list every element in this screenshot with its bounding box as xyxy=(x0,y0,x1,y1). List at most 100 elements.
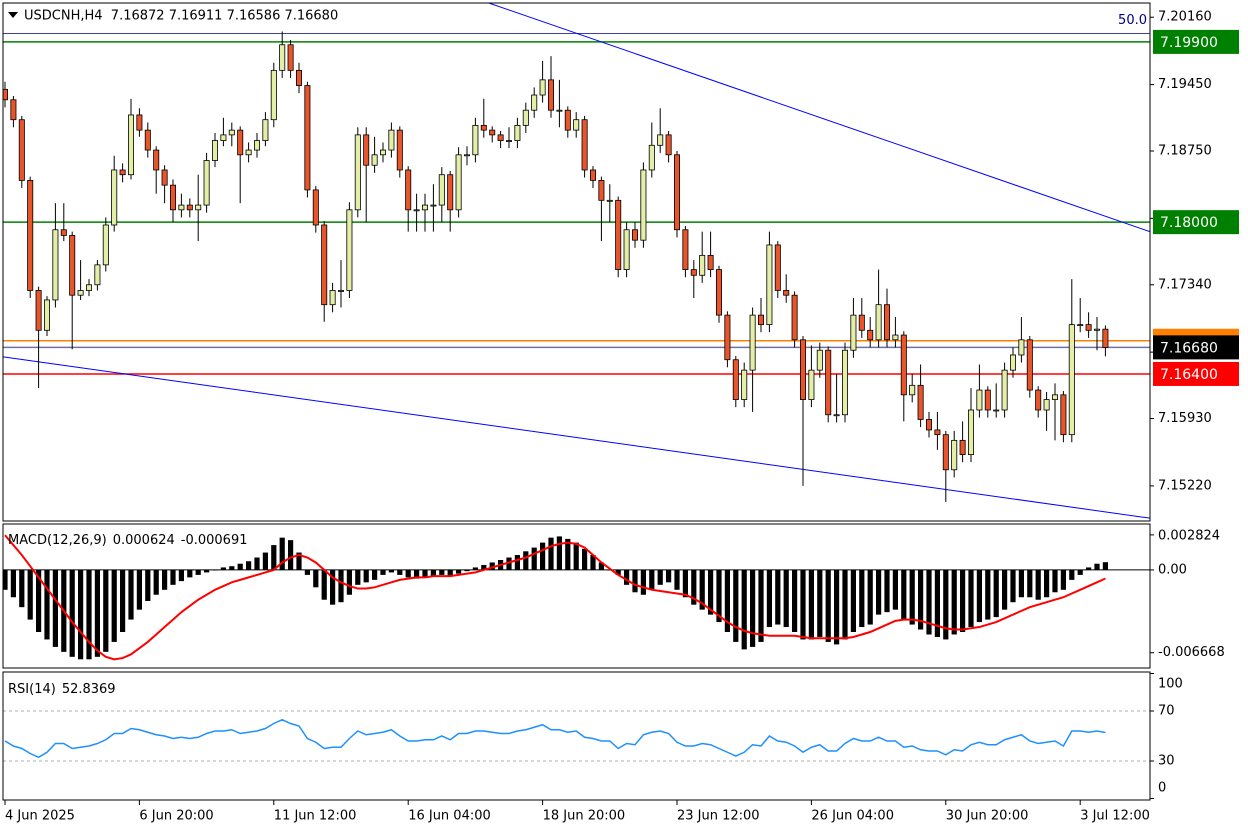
rsi-value: 52.8369 xyxy=(62,682,116,697)
candle-body xyxy=(573,119,580,131)
macd-bar xyxy=(1069,569,1075,580)
rsi-line xyxy=(4,718,1106,759)
macd-title: MACD(12,26,9) xyxy=(8,533,107,548)
rsi-title: RSI(14) xyxy=(8,682,56,697)
symbol-menu-arrow[interactable] xyxy=(8,12,18,18)
candle-body xyxy=(413,209,420,212)
macd-signal-value: -0.000691 xyxy=(181,533,248,548)
macd-bar xyxy=(632,569,638,593)
macd-bar xyxy=(607,569,613,571)
macd-bar xyxy=(321,569,327,600)
macd-header: MACD(12,26,9) 0.000624 -0.000691 xyxy=(8,533,248,548)
candle-body xyxy=(396,129,403,171)
macd-bar xyxy=(624,569,630,585)
macd-bar xyxy=(52,569,58,647)
price-panel: 50.0 xyxy=(1118,13,1147,28)
candle-body xyxy=(716,269,723,316)
price-level-box xyxy=(1153,210,1239,235)
macd-bar xyxy=(867,569,873,625)
candle-body xyxy=(94,264,101,286)
candle-body xyxy=(489,129,496,136)
price-level-box xyxy=(1153,361,1239,386)
price-level-label: 7.16680 xyxy=(1160,340,1218,356)
y-tick-label: 30 xyxy=(1158,754,1175,769)
candle-body xyxy=(455,154,462,211)
macd-bar xyxy=(346,569,352,595)
candle-body xyxy=(346,209,353,291)
y-tick-label: 7.15930 xyxy=(1158,411,1212,426)
macd-bar xyxy=(724,569,730,632)
candle-body xyxy=(842,349,849,416)
macd-bar xyxy=(657,569,663,585)
macd-bar xyxy=(19,569,25,608)
macd-bar xyxy=(876,569,882,615)
macd-bar xyxy=(775,569,781,625)
candle-body xyxy=(119,169,126,176)
candle-body xyxy=(405,169,412,211)
candle-body xyxy=(615,199,622,270)
candle-body xyxy=(825,349,832,416)
candle-body xyxy=(388,129,395,151)
macd-bar xyxy=(514,555,520,570)
macd-bar xyxy=(195,569,201,575)
candle-body xyxy=(1052,394,1059,400)
macd-signal-line xyxy=(4,534,1106,661)
candle-body xyxy=(438,174,445,206)
macd-bar xyxy=(271,545,277,570)
y-tick-label: 0.002824 xyxy=(1158,529,1220,544)
macd-bar xyxy=(884,569,890,613)
candle-body xyxy=(632,229,639,241)
macd-bar xyxy=(1102,562,1108,570)
macd-bar xyxy=(304,569,310,575)
macd-bar xyxy=(246,561,252,570)
macd-bar xyxy=(540,542,546,570)
macd-bar xyxy=(439,569,445,575)
x-tick-label: 4 Jun 2025 xyxy=(5,809,75,824)
macd-bar xyxy=(1044,569,1050,598)
macd-bar xyxy=(792,569,798,632)
candle-body xyxy=(505,140,512,142)
macd-bar xyxy=(162,569,168,590)
y-tick-label: 7.19450 xyxy=(1158,77,1212,92)
candle-body xyxy=(52,229,59,301)
macd-bar xyxy=(103,569,109,652)
macd-bar xyxy=(951,569,957,635)
candle-body xyxy=(1043,399,1050,411)
candle-body xyxy=(262,119,269,141)
macd-bar xyxy=(682,569,688,598)
macd-bar xyxy=(27,569,33,620)
macd-bar xyxy=(741,569,747,650)
candle-body xyxy=(69,235,76,296)
macd-bar xyxy=(699,569,705,610)
candle-body xyxy=(295,69,302,86)
macd-bar xyxy=(86,569,92,660)
macd-bar xyxy=(254,557,260,570)
candle-body xyxy=(564,109,571,131)
macd-bar xyxy=(456,569,462,574)
candle-body xyxy=(951,439,958,471)
candle-body xyxy=(169,184,176,211)
candle-body xyxy=(1085,324,1092,331)
candle-body xyxy=(472,124,479,156)
macd-bar xyxy=(128,569,134,620)
macd-bar xyxy=(262,552,268,570)
macd-bar xyxy=(708,569,714,615)
candle-body xyxy=(1077,324,1084,327)
macd-bar xyxy=(918,569,924,630)
macd-bar xyxy=(1060,569,1066,590)
macd-bar xyxy=(1077,569,1083,575)
macd-bar xyxy=(582,548,588,570)
candle-body xyxy=(858,314,865,331)
candle-body xyxy=(102,224,109,266)
candle-body xyxy=(926,419,933,431)
macd-bar xyxy=(960,569,966,632)
candle-body xyxy=(497,134,504,141)
candle-body xyxy=(850,314,857,351)
candle-body xyxy=(531,94,538,111)
trend-line xyxy=(488,3,1150,233)
macd-bar xyxy=(1035,569,1041,600)
candle-body xyxy=(304,85,311,191)
candle-body xyxy=(934,429,941,436)
candle-body xyxy=(329,290,336,306)
